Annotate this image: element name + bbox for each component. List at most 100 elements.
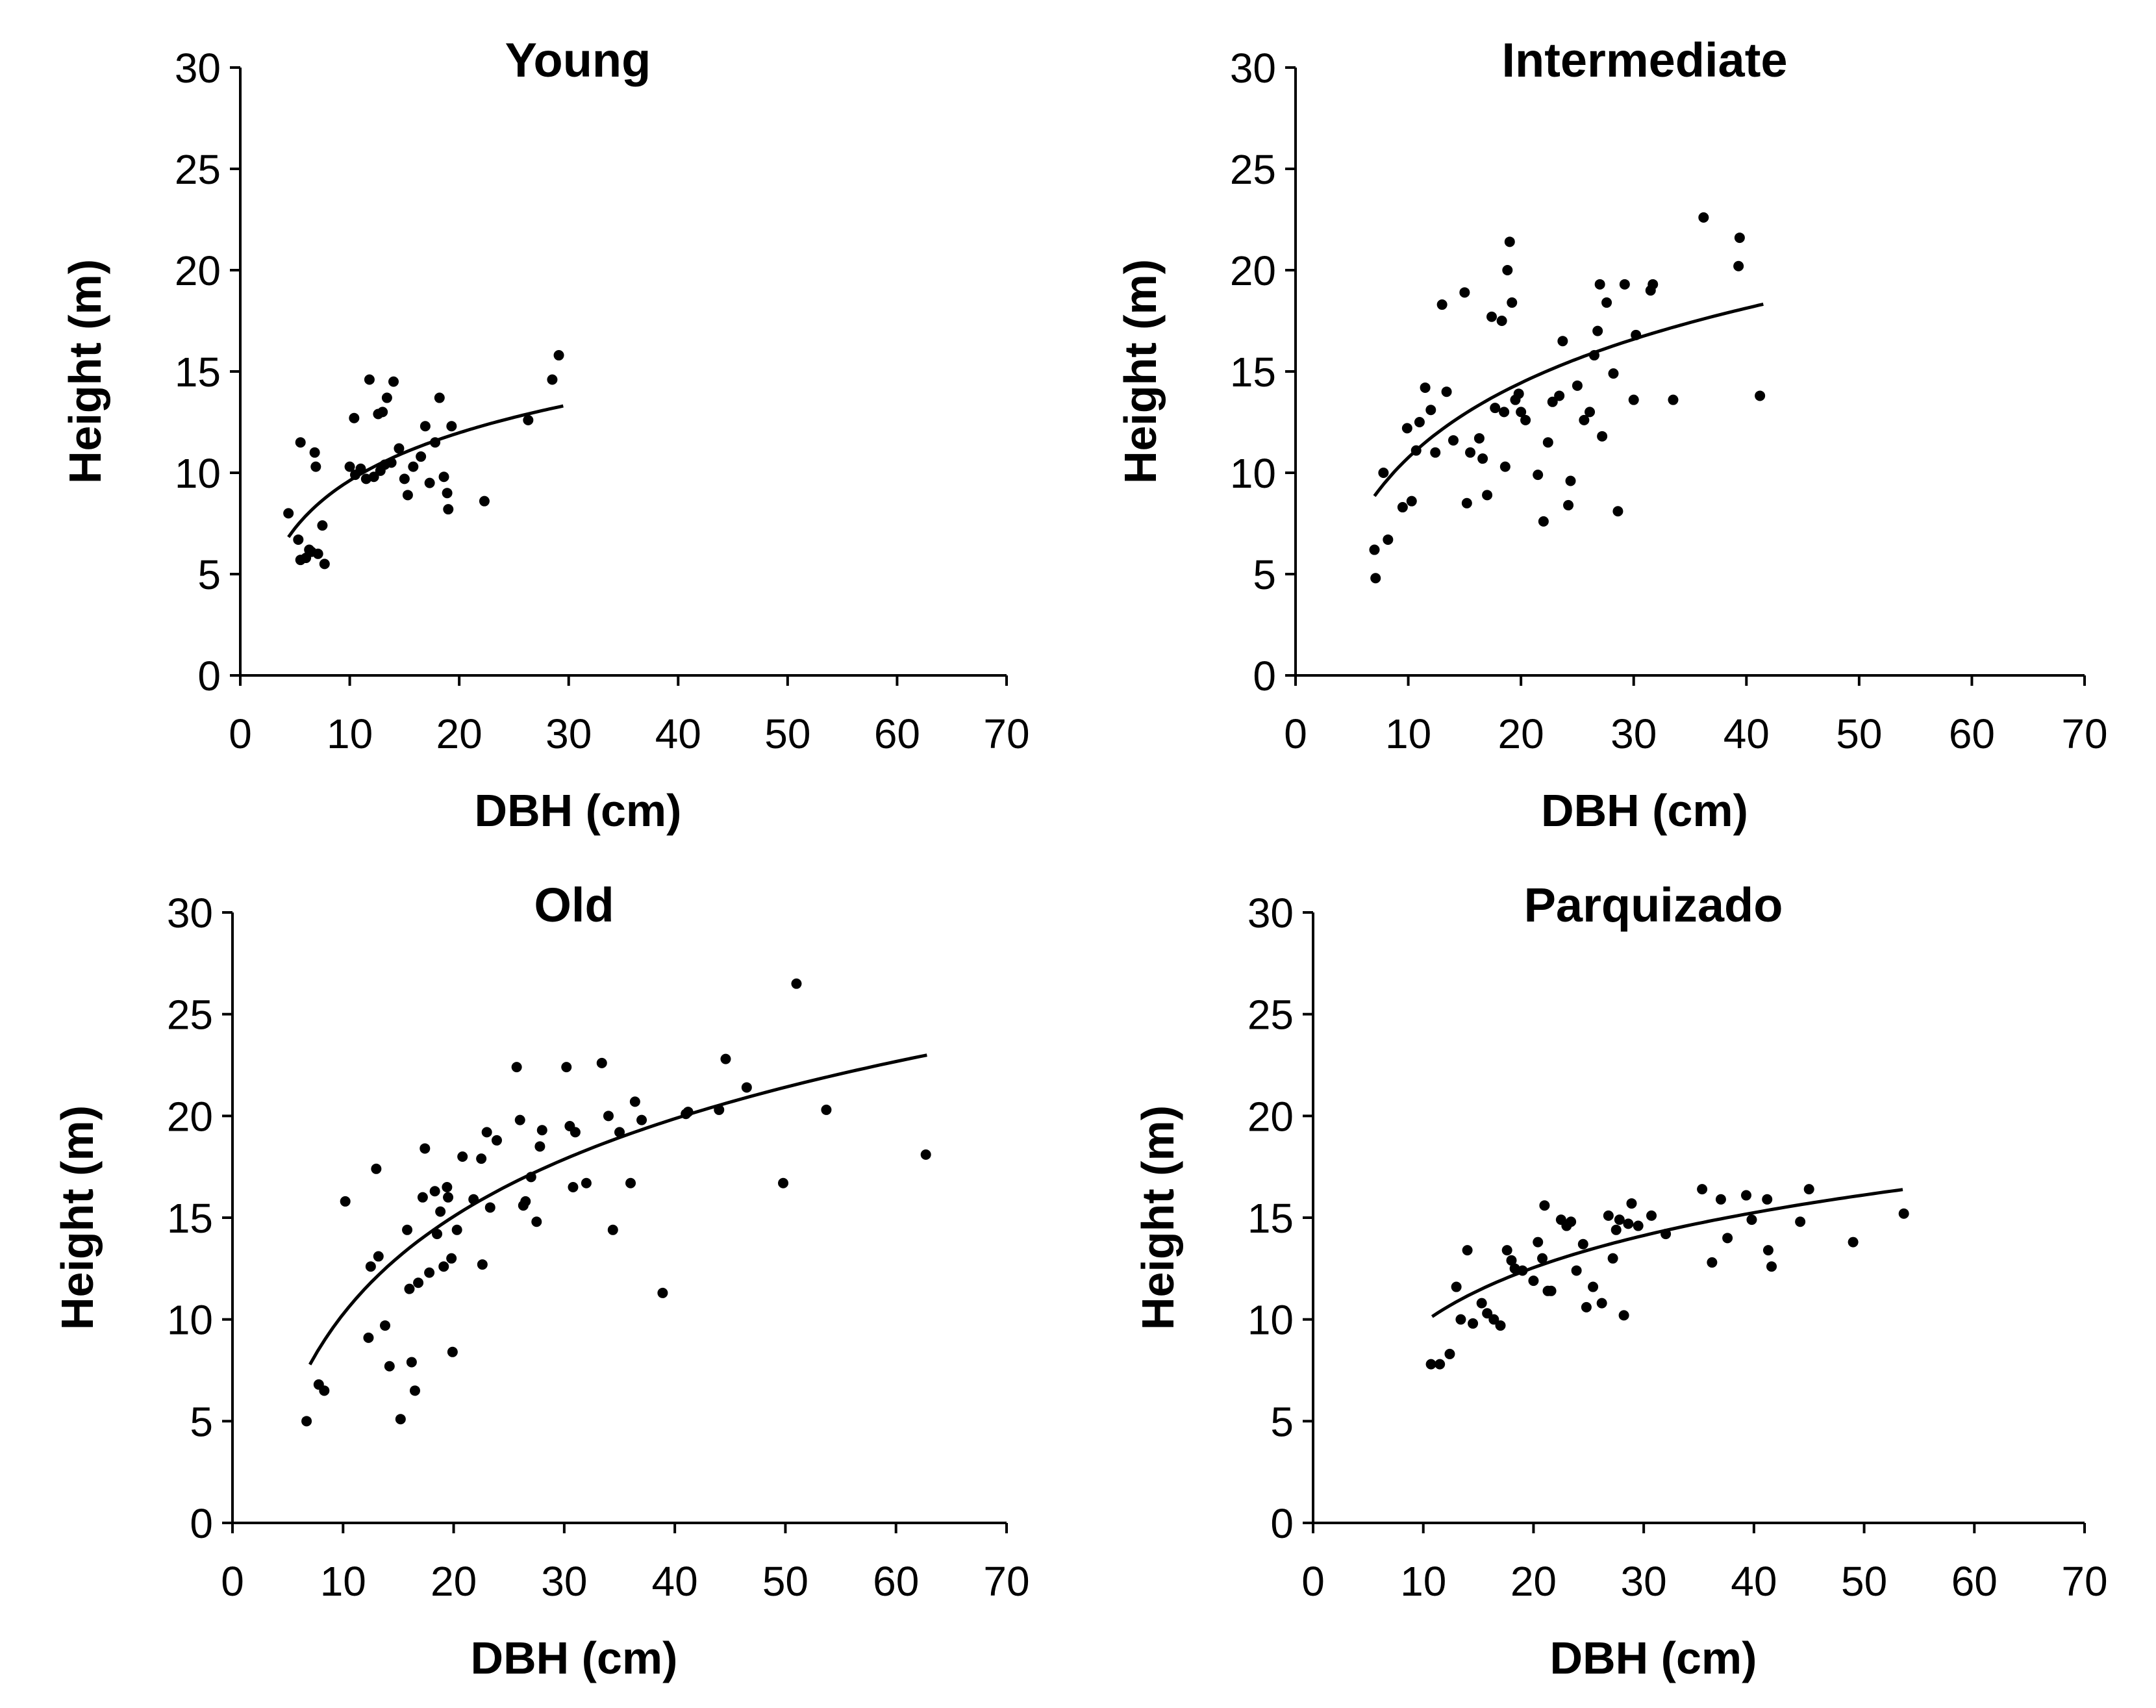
data-point bbox=[1383, 534, 1394, 545]
data-point bbox=[536, 1125, 547, 1136]
data-point bbox=[409, 1385, 420, 1396]
chart-title: Old bbox=[534, 878, 614, 932]
data-point bbox=[1603, 1210, 1614, 1221]
axes bbox=[222, 911, 1008, 1533]
data-point bbox=[1547, 396, 1558, 407]
y-tick-label: 5 bbox=[1253, 551, 1276, 598]
data-point bbox=[1619, 279, 1630, 290]
x-tick-label: 40 bbox=[1724, 710, 1770, 757]
data-point bbox=[477, 1259, 488, 1270]
data-point bbox=[457, 1151, 468, 1162]
data-point bbox=[1401, 423, 1412, 434]
x-axis-title: DBH (cm) bbox=[475, 785, 682, 836]
data-point bbox=[561, 1062, 572, 1073]
data-points bbox=[301, 978, 931, 1427]
data-point bbox=[442, 488, 453, 499]
data-point bbox=[1618, 1310, 1629, 1321]
data-point bbox=[1565, 475, 1576, 486]
y-tick-label: 15 bbox=[175, 349, 221, 396]
data-point bbox=[420, 421, 431, 432]
data-point bbox=[1476, 1298, 1487, 1309]
data-point bbox=[636, 1114, 647, 1125]
data-point bbox=[1707, 1257, 1718, 1268]
data-point bbox=[365, 1261, 376, 1272]
data-point bbox=[416, 451, 427, 462]
data-point bbox=[429, 1186, 440, 1197]
data-point bbox=[1468, 1318, 1479, 1329]
data-point bbox=[451, 1224, 462, 1235]
x-tick-label: 10 bbox=[327, 710, 373, 757]
data-point bbox=[432, 1229, 443, 1240]
data-points bbox=[1369, 212, 1766, 584]
data-point bbox=[371, 1163, 382, 1174]
data-point bbox=[1740, 1190, 1751, 1201]
data-point bbox=[491, 1135, 502, 1146]
x-tick-label: 0 bbox=[1301, 1558, 1325, 1605]
data-point bbox=[1414, 417, 1425, 427]
y-tick-label: 10 bbox=[1230, 450, 1276, 497]
y-axis-title: Height (m) bbox=[52, 1105, 103, 1330]
data-point bbox=[1623, 1218, 1634, 1229]
data-point bbox=[1533, 1237, 1544, 1248]
data-point bbox=[381, 392, 392, 403]
data-point bbox=[1746, 1214, 1757, 1225]
data-point bbox=[373, 1251, 384, 1262]
data-point bbox=[1441, 386, 1452, 397]
x-axis-title: DBH (cm) bbox=[1550, 1633, 1757, 1683]
data-point bbox=[1572, 380, 1583, 391]
y-tick-label: 20 bbox=[1247, 1093, 1294, 1140]
x-tick-label: 50 bbox=[1841, 1558, 1887, 1605]
data-point bbox=[1444, 1348, 1455, 1359]
data-point bbox=[1462, 1245, 1473, 1256]
y-tick-label: 0 bbox=[1270, 1500, 1294, 1547]
data-point bbox=[319, 559, 330, 570]
data-point bbox=[1501, 1245, 1512, 1256]
fit-curve bbox=[1431, 1188, 1903, 1318]
data-point bbox=[283, 508, 294, 519]
data-point bbox=[511, 1062, 522, 1073]
y-tick-labels: 0 5 10 15 20 25 30 bbox=[1230, 45, 1276, 699]
data-point bbox=[1628, 394, 1639, 405]
chart-title: Intermediate bbox=[1501, 33, 1787, 87]
x-tick-label: 70 bbox=[983, 710, 1029, 757]
data-point bbox=[310, 461, 321, 472]
y-tick-labels: 0 5 10 15 20 25 30 bbox=[175, 45, 221, 699]
fit-curve bbox=[1373, 302, 1764, 497]
data-point bbox=[446, 1253, 457, 1264]
y-tick-label: 0 bbox=[1253, 653, 1276, 699]
data-point bbox=[1490, 403, 1501, 414]
data-point bbox=[293, 534, 304, 545]
data-point bbox=[534, 1141, 545, 1152]
x-axis-title: DBH (cm) bbox=[471, 1633, 678, 1683]
data-point bbox=[581, 1177, 592, 1188]
data-point bbox=[388, 376, 399, 387]
data-point bbox=[614, 1127, 625, 1138]
x-tick-label: 40 bbox=[655, 710, 701, 757]
data-point bbox=[1626, 1198, 1637, 1209]
y-tick-label: 5 bbox=[190, 1398, 213, 1445]
y-tick-label: 10 bbox=[167, 1297, 213, 1344]
x-tick-label: 60 bbox=[1949, 710, 1995, 757]
data-point bbox=[778, 1177, 789, 1188]
data-point bbox=[446, 421, 457, 432]
x-tick-label: 0 bbox=[229, 710, 252, 757]
axes bbox=[1303, 911, 2086, 1533]
y-tick-label: 30 bbox=[1247, 890, 1294, 936]
data-point bbox=[476, 1153, 487, 1164]
data-point bbox=[1601, 297, 1612, 308]
x-tick-label: 40 bbox=[652, 1558, 698, 1605]
data-point bbox=[520, 1196, 531, 1207]
x-tick-label: 50 bbox=[764, 710, 810, 757]
data-point bbox=[1465, 447, 1476, 458]
y-axis-title: Height (m) bbox=[1115, 259, 1166, 484]
data-point bbox=[1513, 388, 1524, 399]
data-point bbox=[377, 407, 388, 418]
data-point bbox=[1722, 1233, 1733, 1244]
x-tick-label: 50 bbox=[762, 1558, 808, 1605]
x-axis-title: DBH (cm) bbox=[1541, 785, 1748, 836]
data-point bbox=[1455, 1314, 1466, 1325]
data-point bbox=[1766, 1261, 1777, 1272]
x-tick-label: 60 bbox=[873, 1558, 919, 1605]
data-point bbox=[395, 1414, 406, 1425]
data-point bbox=[1557, 336, 1568, 347]
